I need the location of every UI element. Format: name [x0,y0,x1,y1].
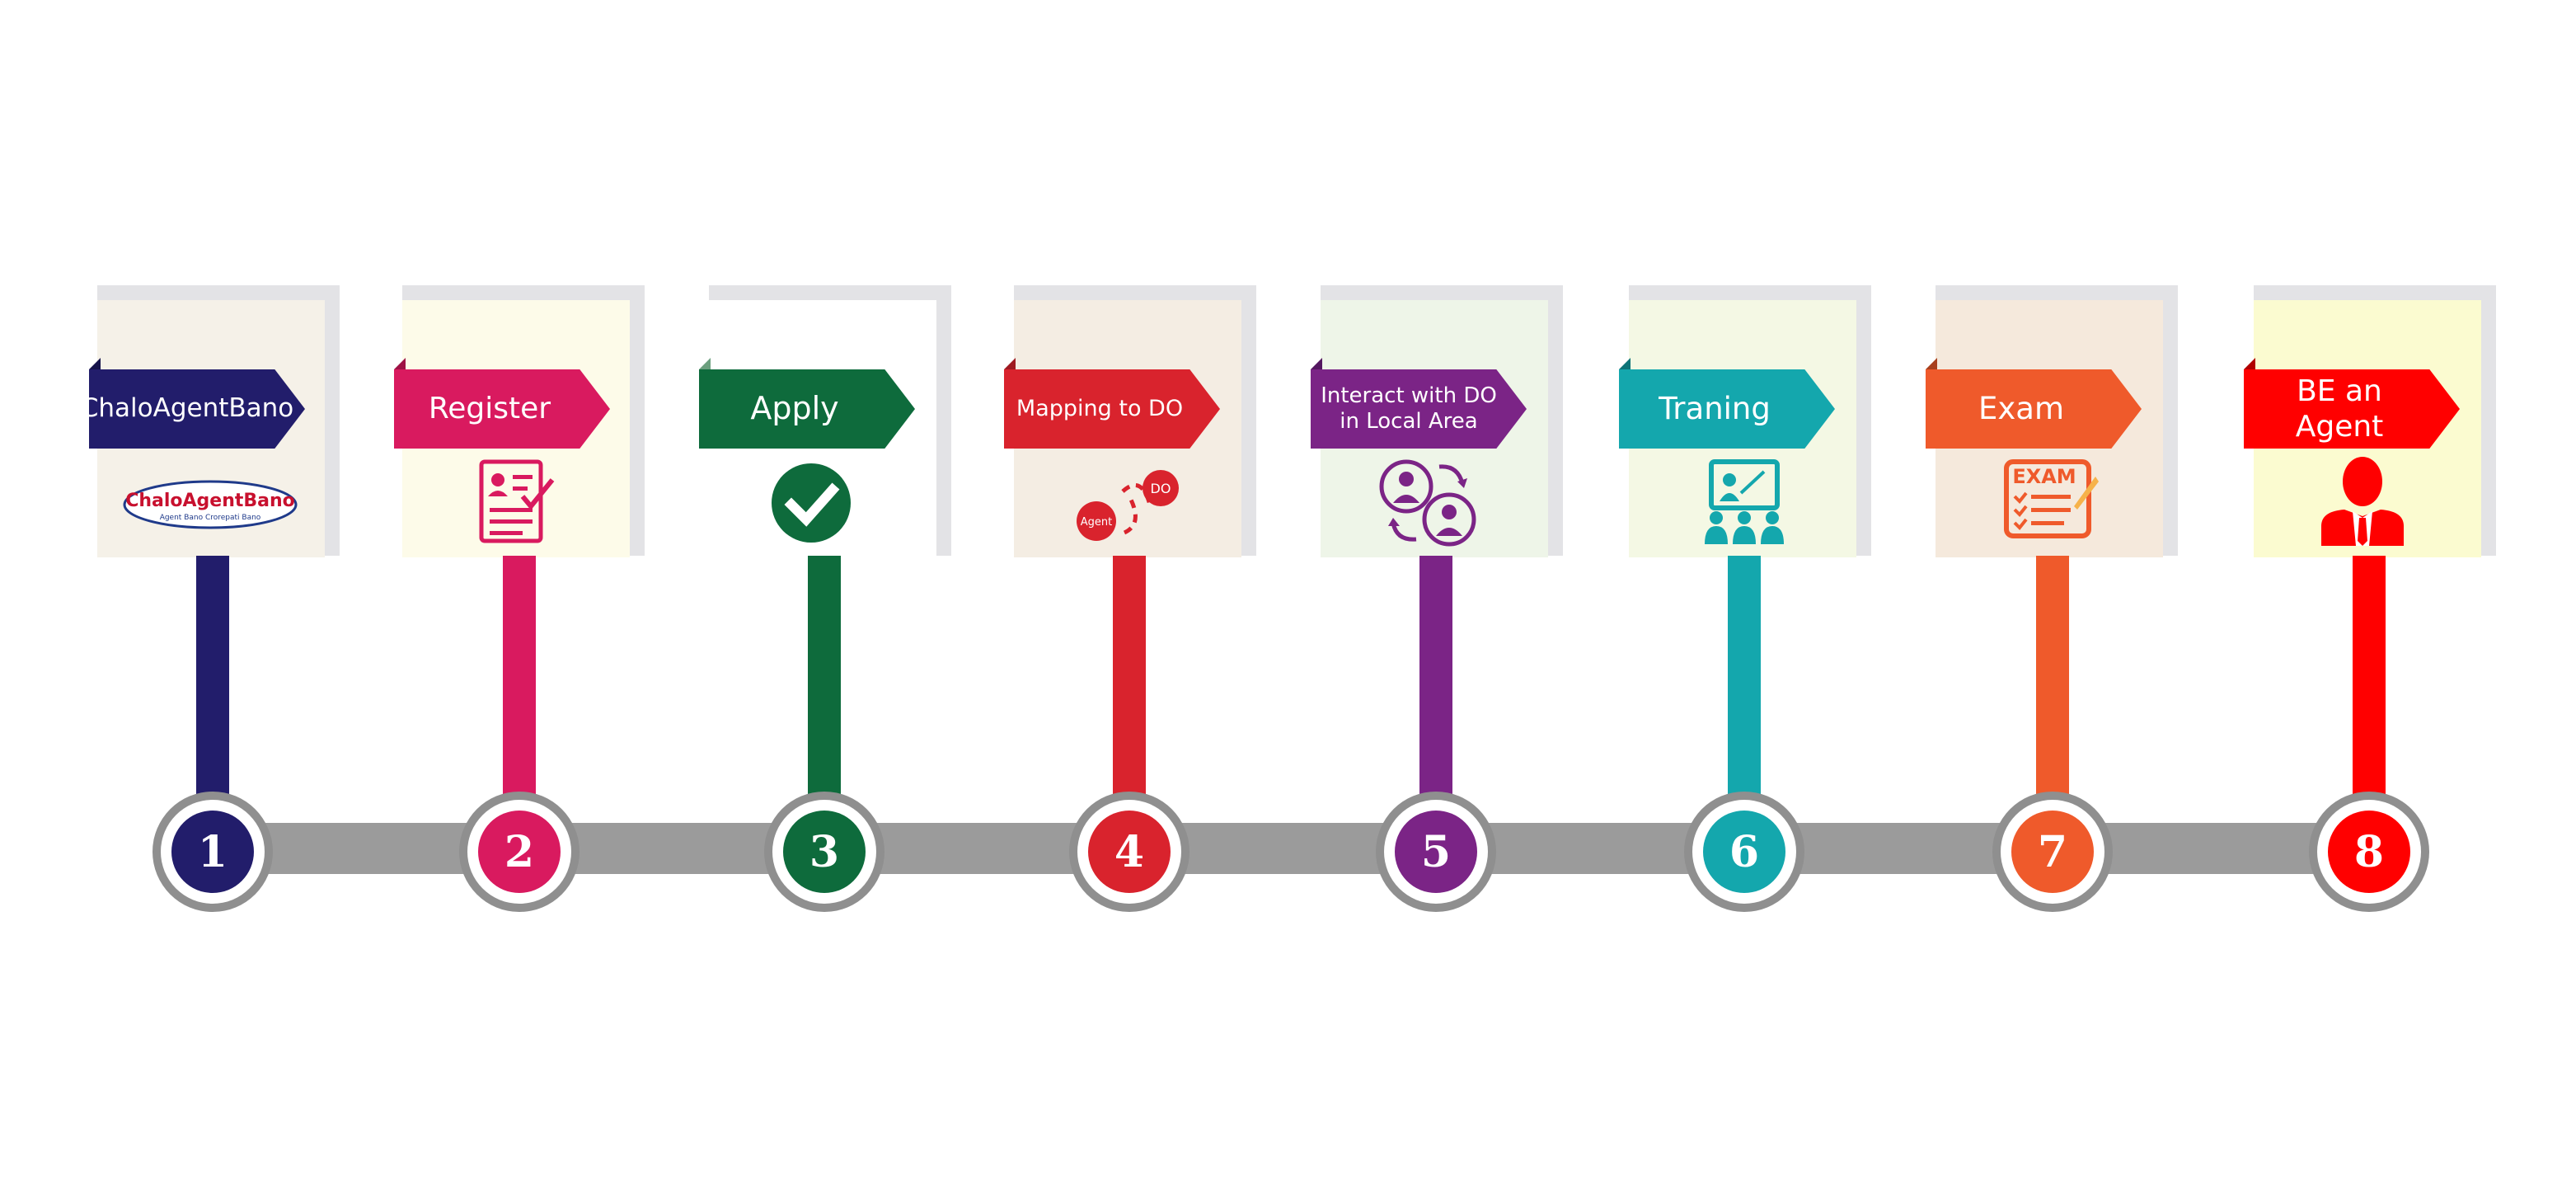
people-exchange-icon [1377,457,1479,549]
step-number: 5 [1395,811,1477,893]
step-banner: Exam [1926,369,2142,449]
step-stem [1728,556,1761,803]
step-marker: 4 [1069,792,1189,912]
step-stem [503,556,536,803]
step-banner: ChaloAgentBano [89,369,305,449]
logo-tagline: Agent Bano Crorepati Bano [160,514,261,522]
step-marker: 7 [1992,792,2113,912]
agent-do-mapping-icon: Agent DO [1072,467,1184,546]
step-label: Exam [1978,390,2064,426]
logo-text: ChaloAgentBano [125,491,295,511]
step-label: Apply [750,390,839,427]
step-stem [196,556,229,803]
step-number: 7 [2011,811,2094,893]
step-label: ChaloAgentBano [80,393,294,424]
step-stem [1419,556,1452,803]
step-marker: 2 [459,792,579,912]
step-label: Mapping to DO [1016,395,1184,421]
step-number: 4 [1088,811,1171,893]
chaloagentbano-logo-icon: ChaloAgentBano Agent Bano Crorepati Bano [122,478,298,531]
step-marker: 8 [2309,792,2429,912]
agent-text: Agent [1081,516,1112,529]
step-marker: 3 [764,792,884,912]
agent-person-icon [2320,455,2405,547]
step-label: Register [428,392,551,426]
checkmark-circle-icon [770,462,852,544]
step-banner: Interact with DO in Local Area [1311,369,1527,449]
step-label-line1: Interact with DO [1321,383,1497,408]
step-label: BE an Agent [2295,374,2384,444]
step-label-line2: in Local Area [1340,409,1478,434]
step-number: 1 [171,811,254,893]
training-presentation-icon [1701,458,1787,547]
step-number: 8 [2328,811,2410,893]
step-label: Traning [1659,390,1771,426]
do-text: DO [1151,481,1171,496]
step-stem [2353,556,2386,803]
step-stem [808,556,841,803]
step-marker: 6 [1684,792,1804,912]
exam-text: EXAM [2012,465,2076,488]
step-banner: Apply [699,369,915,449]
step-number: 2 [478,811,561,893]
step-banner: BE an Agent [2244,369,2460,449]
step-banner: Mapping to DO [1004,369,1220,449]
step-marker: 5 [1376,792,1496,912]
step-number: 6 [1703,811,1785,893]
step-stem [2036,556,2069,803]
step-stem [1113,556,1146,803]
step-marker: 1 [152,792,273,912]
exam-checklist-icon: EXAM [2003,458,2100,539]
step-banner: Register [394,369,610,449]
step-banner: Traning [1619,369,1835,449]
registration-form-icon [476,458,556,546]
step-number: 3 [783,811,866,893]
